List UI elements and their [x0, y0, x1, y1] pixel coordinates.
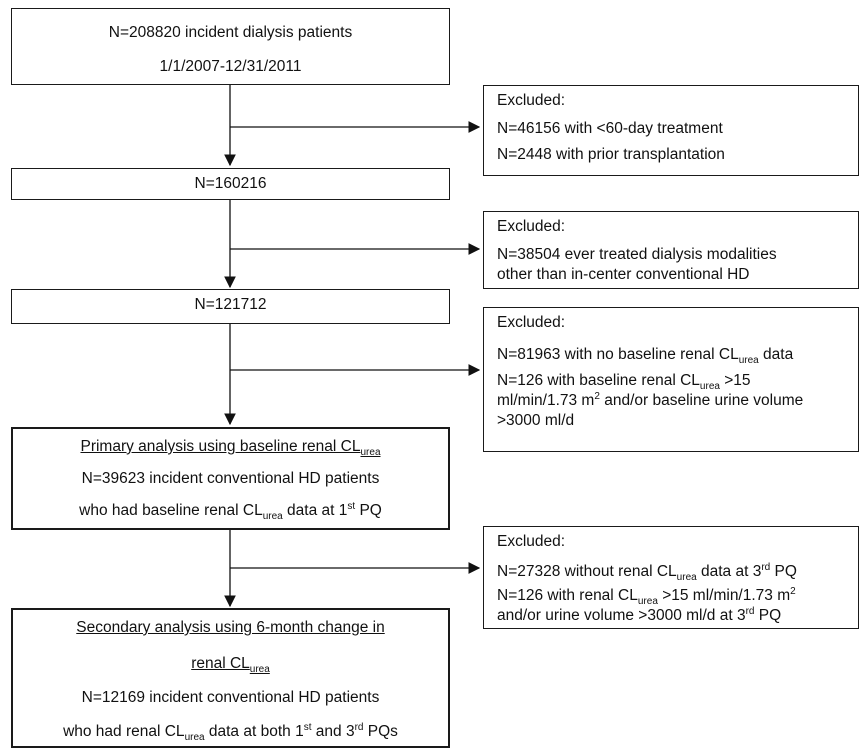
text-span: N=160216 [194, 175, 267, 192]
text-span: N=39623 incident conventional HD patient… [81, 470, 380, 487]
text-span: Excluded: [497, 533, 566, 550]
text-span: 1/1/2007-12/31/2011 [159, 58, 302, 75]
subscript: urea [249, 664, 270, 676]
superscript: rd [761, 561, 771, 573]
text-span: >15 ml/min/1.73 m [657, 587, 791, 604]
text-span: and/or baseline urine volume [599, 392, 804, 409]
text-line: N=46156 with <60-day treatment [497, 119, 858, 139]
text-span: data [758, 346, 794, 363]
subscript: urea [184, 732, 205, 744]
text-line: N=126 with baseline renal CLurea >15 [497, 371, 858, 393]
subscript: urea [699, 381, 720, 393]
subscript: urea [637, 596, 658, 608]
text-line: N=27328 without renal CLurea data at 3rd… [497, 562, 858, 582]
subscript: urea [360, 447, 381, 459]
underlined-text: Primary analysis using baseline renal CL [80, 438, 361, 455]
box-excluded-1: Excluded: N=46156 with <60-day treatment N… [483, 85, 859, 176]
text-line: N=81963 with no baseline renal CLurea da… [497, 345, 858, 367]
text-span: and/or urine volume >3000 ml/d at 3 [497, 607, 746, 624]
text-line: Excluded: [497, 217, 858, 237]
text-span: N=12169 incident conventional HD patient… [81, 689, 380, 706]
text-span: N=46156 with <60-day treatment [497, 120, 723, 137]
subscript: urea [676, 572, 697, 584]
text-span: >15 [719, 372, 751, 389]
text-span: ml/min/1.73 m [497, 392, 595, 409]
box-primary-analysis: Primary analysis using baseline renal CL… [11, 427, 450, 530]
text-span: data at 3 [696, 563, 762, 580]
superscript: st [303, 721, 312, 733]
text-span: N=126 with renal CL [497, 587, 638, 604]
text-line: who had baseline renal CLurea data at 1s… [13, 501, 448, 521]
text-line: renal CLurea [13, 654, 448, 676]
text-line: N=208820 incident dialysis patients [12, 23, 449, 43]
underlined-text: renal CL [191, 655, 250, 672]
text-span: and 3 [311, 723, 355, 740]
box-excluded-3: Excluded: N=81963 with no baseline renal … [483, 307, 859, 452]
underlined-text: Secondary analysis using 6-month change … [76, 619, 385, 636]
box-secondary-analysis: Secondary analysis using 6-month change … [11, 608, 450, 748]
text-line: 1/1/2007-12/31/2011 [12, 57, 449, 77]
text-line: N=126 with renal CLurea >15 ml/min/1.73 … [497, 586, 858, 606]
superscript: rd [354, 721, 364, 733]
text-span: N=208820 incident dialysis patients [108, 24, 353, 41]
text-line: ml/min/1.73 m2 and/or baseline urine vol… [497, 391, 858, 411]
text-line: Secondary analysis using 6-month change … [13, 618, 448, 638]
text-span: Excluded: [497, 314, 566, 331]
text-line: Excluded: [497, 532, 858, 552]
text-span: PQ [754, 607, 782, 624]
text-span: N=2448 with prior transplantation [497, 146, 725, 163]
text-span: N=81963 with no baseline renal CL [497, 346, 739, 363]
text-span: who had baseline renal CL [79, 502, 263, 519]
text-line: N=38504 ever treated dialysis modalities [497, 245, 858, 265]
box-incident-patients: N=208820 incident dialysis patients 1/1/2… [11, 8, 450, 85]
text-line: N=39623 incident conventional HD patient… [13, 469, 448, 489]
text-span: PQ [355, 502, 382, 519]
text-span: data at 1 [282, 502, 348, 519]
text-line: Primary analysis using baseline renal CL… [13, 437, 448, 459]
text-span: PQs [363, 723, 398, 740]
subscript: urea [738, 355, 759, 367]
text-span: PQ [770, 563, 797, 580]
text-span: who had renal CL [63, 723, 185, 740]
text-span: N=38504 ever treated dialysis modalities [497, 246, 777, 263]
box-excluded-2: Excluded: N=38504 ever treated dialysis m… [483, 211, 859, 289]
text-line: >3000 ml/d [497, 411, 858, 431]
text-line: other than in-center conventional HD [497, 265, 858, 285]
subscript: urea [262, 511, 283, 523]
text-line: and/or urine volume >3000 ml/d at 3rd PQ [497, 606, 858, 626]
box-after-second-exclusion: N=121712 [11, 289, 450, 324]
text-line: Excluded: [497, 91, 858, 111]
text-span: N=121712 [194, 296, 267, 313]
text-line: N=160216 [12, 174, 449, 194]
text-span: N=27328 without renal CL [497, 563, 677, 580]
text-span: Excluded: [497, 218, 566, 235]
text-line: who had renal CLurea data at both 1st an… [13, 722, 448, 742]
text-span: Excluded: [497, 92, 566, 109]
text-span: other than in-center conventional HD [497, 266, 750, 283]
box-excluded-4: Excluded: N=27328 without renal CLurea da… [483, 526, 859, 629]
text-line: Excluded: [497, 313, 858, 333]
text-line: N=121712 [12, 295, 449, 315]
text-span: data at both 1 [204, 723, 304, 740]
superscript: 2 [594, 390, 600, 402]
text-span: >3000 ml/d [497, 412, 575, 429]
superscript: st [347, 500, 356, 512]
superscript: rd [745, 605, 755, 617]
text-line: N=12169 incident conventional HD patient… [13, 688, 448, 708]
superscript: 2 [790, 585, 796, 597]
text-line: N=2448 with prior transplantation [497, 145, 858, 165]
text-span: N=126 with baseline renal CL [497, 372, 700, 389]
box-after-first-exclusion: N=160216 [11, 168, 450, 200]
